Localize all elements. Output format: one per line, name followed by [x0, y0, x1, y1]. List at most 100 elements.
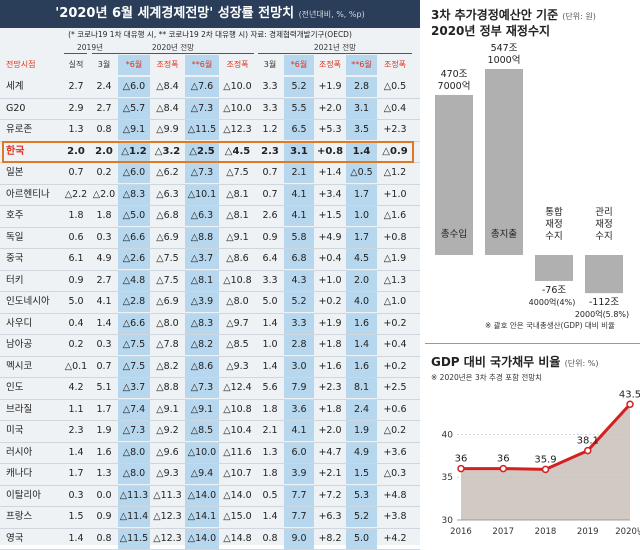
value-cell: 6.1 [68, 253, 84, 264]
value-cell: 4.1 [96, 296, 112, 307]
country-cell: 독일 [6, 231, 24, 243]
value-cell: +0.2 [383, 317, 407, 329]
data-point [626, 400, 634, 409]
country-cell: 인도네시아 [6, 296, 50, 307]
country-cell: 인도 [6, 382, 24, 393]
value-cell: 3.1 [284, 141, 314, 162]
value-cell: △8.1 [226, 210, 249, 221]
category-label: 수지 [595, 231, 612, 242]
bar [435, 94, 473, 255]
value-cell: △9.1 [118, 120, 150, 140]
value-cell: △14.0 [185, 485, 219, 506]
value-cell: 3.0 [284, 356, 314, 377]
value-cell: △7.5 [226, 167, 249, 178]
panel-note: (* 코로나19 1차 대유행 시, ** 코로나19 2차 대유행 시) 자료… [68, 30, 352, 39]
data-point [499, 464, 507, 473]
value-cell: △4.5 [224, 145, 251, 157]
value-cell: △0.1 [64, 360, 88, 372]
value-cell: 1.4 [68, 446, 84, 458]
value-cell: 1.4 [262, 360, 278, 372]
value-cell: 2.8 [284, 335, 314, 355]
value-cell: *6월 [118, 55, 150, 75]
row-separator [0, 183, 420, 185]
value-cell: △8.2 [156, 360, 179, 372]
value-cell: △7.3 [185, 98, 219, 119]
value-cell: +8.2 [318, 532, 342, 544]
value-cell: +5.3 [318, 124, 342, 135]
value-cell: △7.3 [185, 163, 219, 183]
row-separator [0, 226, 420, 228]
value-cell: 3.3 [262, 81, 278, 92]
value-cell: 2.0 [346, 270, 377, 291]
debt-area-chart: 30 35 40 36 2016 36 2017 35.9 2018 38.1 2019 43.5 20… [442, 389, 640, 537]
table-row: 아르헨티나 △2.2 △2.0 △8.3 △6.3 △10.1 △8.1 0.7 4.1 +3.4… [0, 184, 420, 205]
value-cell: 4.9 [96, 253, 112, 264]
group-header: 2019년 [77, 43, 103, 52]
row-separator [0, 119, 420, 120]
value-cell: △9.2 [156, 425, 179, 436]
value-cell: △8.1 [226, 188, 249, 200]
row-separator [0, 291, 420, 292]
value-cell: 4.1 [284, 184, 314, 205]
table-row: 캐나다 1.7 1.3 △8.0 △9.3 △9.4 △10.7 1.8 3.9 +2.1 1.5 △… [0, 464, 420, 484]
value-cell: △11.5 [118, 528, 150, 549]
country-cell: 미국 [6, 425, 24, 436]
right-panel: 3차 추가경정예산안 기준 (단위: 원) 2020년 정부 재정수지 총수입 4… [425, 0, 640, 545]
country-cell: 영국 [6, 532, 24, 544]
value-cell: △9.7 [226, 317, 249, 329]
value-cell: 0.7 [262, 188, 278, 200]
data-label: 38.1 [577, 436, 599, 447]
value-cell: △6.9 [156, 296, 179, 307]
x-tick-label: 2017 [492, 527, 514, 537]
value-cell: △6.0 [118, 163, 150, 183]
value-cell: △0.3 [383, 468, 407, 479]
data-label: -112조 [589, 297, 620, 308]
value-cell: △3.2 [154, 145, 181, 157]
data-label: 7000억 [438, 80, 471, 92]
value-cell: 1.8 [96, 210, 112, 221]
table-row: 인도네시아 5.0 4.1 △2.8 △6.9 △3.9 △8.0 5.0 5.2 +0.2 4.0… [0, 292, 420, 312]
data-label: 43.5 [619, 389, 640, 400]
value-cell: 0.7 [68, 167, 84, 178]
category-label: 총수입 [441, 228, 467, 240]
korea-highlight [2, 140, 414, 163]
value-cell: 2.3 [68, 425, 84, 436]
value-cell: △11.3 [118, 485, 150, 506]
value-cell: 0.2 [68, 339, 84, 350]
value-cell: 4.3 [284, 270, 314, 291]
row-separator [0, 527, 420, 529]
value-cell: +4.2 [383, 532, 407, 544]
value-cell: △8.0 [118, 442, 150, 463]
value-cell: 1.5 [346, 464, 377, 484]
x-tick-label: 2018 [535, 527, 557, 537]
category-label: 재정 [545, 219, 562, 230]
value-cell: 5.1 [96, 382, 112, 393]
value-cell: 2.4 [346, 399, 377, 420]
data-label: -76조 [542, 285, 567, 296]
value-cell: +0.8 [383, 231, 407, 243]
value-cell: 2.9 [68, 102, 84, 114]
y-tick-label: 35 [442, 473, 453, 483]
row-separator [0, 463, 420, 464]
value-cell: △9.1 [185, 399, 219, 420]
country-cell: 이탈리아 [6, 489, 41, 501]
value-cell: △8.3 [185, 313, 219, 334]
value-cell: 5.2 [284, 292, 314, 312]
value-cell: △14.1 [185, 507, 219, 527]
value-cell: 8.1 [346, 378, 377, 398]
value-cell: △6.6 [118, 227, 150, 248]
value-cell: △10.4 [223, 425, 252, 436]
value-cell: △9.4 [185, 464, 219, 484]
value-cell: △6.0 [118, 77, 150, 97]
value-cell: △2.8 [118, 292, 150, 312]
value-cell: +6.3 [318, 511, 342, 522]
row-separator [0, 420, 420, 421]
value-cell: △6.6 [118, 313, 150, 334]
country-cell: 중국 [6, 253, 24, 264]
y-tick-label: 40 [442, 430, 454, 440]
value-cell: 9.0 [284, 528, 314, 549]
value-cell: 0.8 [262, 532, 278, 544]
value-cell: △7.5 [118, 356, 150, 377]
value-cell: *6월 [284, 55, 314, 75]
value-cell: 2.7 [96, 102, 112, 114]
